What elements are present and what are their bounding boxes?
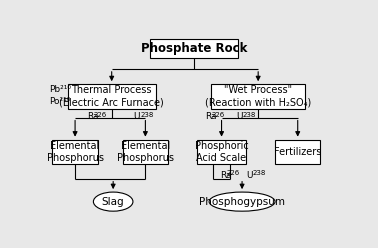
Text: 238: 238 [243,112,256,118]
Text: Ra: Ra [220,171,232,180]
Text: U: U [246,171,253,180]
Text: Ra: Ra [206,112,217,122]
Text: 226: 226 [226,170,240,176]
Text: Elemental
Phosphorus: Elemental Phosphorus [117,141,174,163]
Text: 238: 238 [253,170,266,176]
Text: Elemental
Phosphorus: Elemental Phosphorus [46,141,104,163]
Text: Ra: Ra [87,112,98,122]
FancyBboxPatch shape [211,84,305,109]
Ellipse shape [209,192,275,211]
Text: Phosphate Rock: Phosphate Rock [141,42,247,55]
Text: Thermal Process
(Electric Arc Furnace): Thermal Process (Electric Arc Furnace) [59,85,164,108]
Text: U: U [236,112,243,122]
Text: "Wet Process"
(Reaction with H₂SO₄): "Wet Process" (Reaction with H₂SO₄) [205,85,311,108]
Text: U: U [134,112,140,122]
FancyBboxPatch shape [150,39,238,59]
FancyBboxPatch shape [53,140,98,164]
Text: Phosphoric
Acid Scale: Phosphoric Acid Scale [195,141,248,163]
Text: Phosphogypsum: Phosphogypsum [199,197,285,207]
Ellipse shape [93,192,133,211]
FancyBboxPatch shape [275,140,321,164]
Text: 238: 238 [140,112,153,118]
Text: Pb²¹⁰
Po²¹⁰: Pb²¹⁰ Po²¹⁰ [49,85,71,106]
Text: 226: 226 [212,112,225,118]
FancyBboxPatch shape [197,140,246,164]
Text: Slag: Slag [102,197,124,207]
Text: Fertilizers: Fertilizers [274,147,321,157]
FancyBboxPatch shape [123,140,168,164]
FancyBboxPatch shape [68,84,156,109]
Text: 226: 226 [93,112,107,118]
